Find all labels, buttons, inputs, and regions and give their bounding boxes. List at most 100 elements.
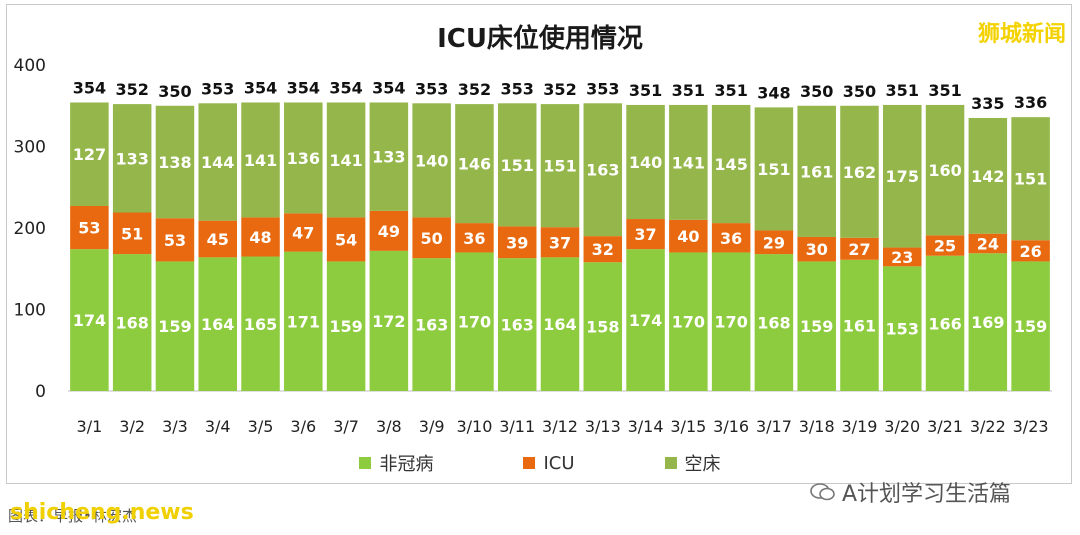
data-label-empty: 151 bbox=[1014, 170, 1047, 189]
x-tick-label: 3/23 bbox=[1013, 417, 1049, 436]
total-label: 352 bbox=[543, 80, 576, 99]
total-label: 336 bbox=[1014, 93, 1047, 112]
total-label: 351 bbox=[886, 81, 919, 100]
data-label-icu: 36 bbox=[463, 229, 485, 248]
total-label: 351 bbox=[629, 81, 662, 100]
bar-empty bbox=[840, 105, 879, 238]
data-label-non-covid: 170 bbox=[672, 313, 705, 332]
data-label-icu: 36 bbox=[720, 229, 742, 248]
x-tick-label: 3/4 bbox=[205, 417, 231, 436]
bar-icu bbox=[626, 219, 665, 250]
total-label: 350 bbox=[800, 82, 833, 101]
bar-non-covid bbox=[155, 261, 195, 391]
data-label-icu: 50 bbox=[421, 229, 443, 248]
bar-icu bbox=[669, 219, 708, 253]
data-label-icu: 27 bbox=[848, 240, 870, 259]
bar-icu bbox=[1011, 240, 1050, 262]
bar-non-covid bbox=[198, 257, 237, 391]
x-tick-label: 3/14 bbox=[628, 417, 664, 436]
data-label-non-covid: 153 bbox=[886, 320, 919, 339]
y-tick-label: 200 bbox=[14, 219, 46, 239]
bar-empty bbox=[1011, 117, 1050, 241]
bar-empty bbox=[412, 103, 451, 218]
data-label-empty: 151 bbox=[501, 156, 534, 175]
data-label-icu: 49 bbox=[378, 222, 400, 241]
total-label: 354 bbox=[329, 78, 362, 97]
bar-empty bbox=[241, 102, 280, 218]
data-label-non-covid: 170 bbox=[714, 313, 747, 332]
site-watermark: shicheng.news bbox=[10, 500, 194, 525]
total-label: 353 bbox=[586, 79, 619, 98]
data-label-empty: 162 bbox=[843, 163, 876, 182]
bar-empty bbox=[326, 102, 366, 218]
total-label: 335 bbox=[971, 94, 1004, 113]
data-label-empty: 142 bbox=[971, 167, 1004, 186]
data-label-non-covid: 164 bbox=[201, 315, 234, 334]
x-tick-label: 3/13 bbox=[585, 417, 621, 436]
bar-empty bbox=[198, 103, 237, 221]
data-label-non-covid: 171 bbox=[287, 312, 320, 331]
data-label-non-covid: 159 bbox=[329, 317, 362, 336]
x-tick-label: 3/16 bbox=[713, 417, 749, 436]
bar-non-covid bbox=[754, 254, 794, 391]
bar-icu bbox=[925, 235, 965, 256]
bar-non-covid bbox=[883, 266, 922, 391]
legend-item-icu: ICU bbox=[523, 450, 575, 476]
x-tick-label: 3/12 bbox=[542, 417, 578, 436]
x-tick-label: 3/10 bbox=[456, 417, 492, 436]
legend-label-icu: ICU bbox=[543, 452, 575, 474]
bar-empty bbox=[797, 105, 836, 237]
data-label-icu: 51 bbox=[121, 224, 143, 243]
data-label-empty: 151 bbox=[757, 160, 790, 179]
data-label-non-covid: 161 bbox=[843, 316, 876, 335]
bar-icu bbox=[883, 247, 922, 267]
data-label-icu: 45 bbox=[207, 230, 229, 249]
data-label-empty: 144 bbox=[201, 153, 234, 172]
bar-icu bbox=[540, 227, 580, 258]
bar-icu bbox=[155, 218, 195, 262]
bar-empty bbox=[284, 102, 323, 214]
data-label-empty: 160 bbox=[928, 161, 961, 180]
data-label-non-covid: 165 bbox=[244, 315, 277, 334]
bar-icu bbox=[968, 233, 1008, 254]
data-label-icu: 25 bbox=[934, 237, 956, 256]
bar-non-covid bbox=[497, 258, 537, 391]
data-label-icu: 39 bbox=[506, 233, 528, 252]
x-tick-label: 3/8 bbox=[376, 417, 402, 436]
bar-empty bbox=[497, 103, 537, 227]
data-label-icu: 29 bbox=[763, 233, 785, 252]
data-label-non-covid: 163 bbox=[415, 316, 448, 335]
bar-non-covid bbox=[1011, 261, 1050, 391]
data-label-empty: 141 bbox=[672, 153, 705, 172]
bar-empty bbox=[369, 102, 409, 211]
bar-icu bbox=[497, 226, 537, 259]
data-label-icu: 40 bbox=[677, 227, 699, 246]
legend-swatch-empty bbox=[664, 457, 677, 469]
bar-non-covid bbox=[711, 252, 751, 391]
x-tick-label: 3/18 bbox=[799, 417, 835, 436]
x-tick-label: 3/6 bbox=[290, 417, 316, 436]
x-tick-label: 3/20 bbox=[884, 417, 920, 436]
total-label: 351 bbox=[928, 81, 961, 100]
bar-empty bbox=[155, 105, 195, 219]
data-label-non-covid: 159 bbox=[158, 317, 191, 336]
wechat-watermark-text: A计划学习生活篇 bbox=[842, 482, 1012, 507]
total-label: 354 bbox=[287, 78, 320, 97]
total-label: 354 bbox=[244, 78, 277, 97]
bar-icu bbox=[455, 223, 494, 253]
data-label-icu: 23 bbox=[891, 248, 913, 267]
bar-non-covid bbox=[968, 253, 1008, 391]
chart-title: ICU床位使用情况 bbox=[437, 24, 643, 54]
bar-non-covid bbox=[412, 258, 451, 391]
data-label-empty: 151 bbox=[543, 157, 576, 176]
bar-icu bbox=[112, 212, 152, 255]
bar-non-covid bbox=[455, 252, 494, 391]
x-tick-label: 3/22 bbox=[970, 417, 1006, 436]
bar-icu bbox=[583, 236, 623, 263]
data-label-icu: 53 bbox=[78, 219, 100, 238]
data-label-empty: 141 bbox=[244, 151, 277, 170]
bar-icu bbox=[711, 223, 751, 253]
legend-label-non-covid: 非冠病 bbox=[379, 454, 434, 475]
data-label-empty: 133 bbox=[115, 149, 148, 168]
data-label-non-covid: 159 bbox=[1014, 317, 1047, 336]
